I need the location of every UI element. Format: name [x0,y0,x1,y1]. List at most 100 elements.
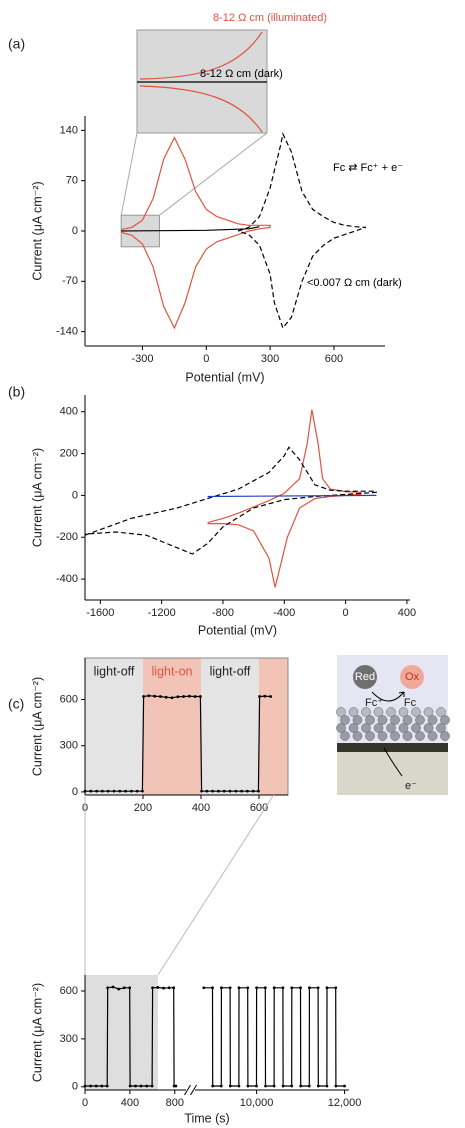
y-tick-label: 0 [72,1081,78,1093]
y-tick-label: 300 [60,740,78,752]
y-tick-label: -200 [56,531,78,543]
data-line [238,132,367,330]
data-point [142,695,145,698]
x-tick-label: -800 [212,607,234,619]
y-tick-label: -400 [56,573,78,585]
data-point [334,986,338,990]
data-point [111,985,115,989]
annotation: Fc ⇄ Fc⁺ + e⁻ [333,162,403,174]
molecule [373,723,384,733]
data-point [83,1084,87,1088]
data-point [164,695,168,699]
x-tick-label: -400 [273,607,295,619]
data-point [255,1084,258,1088]
data-point [150,1084,154,1088]
data-point [100,1084,104,1088]
monolayer [336,707,450,741]
y-tick-label: -140 [56,326,78,338]
data-point [174,1084,178,1088]
data-point [246,789,249,793]
data-point [308,986,311,990]
molecule [427,715,438,725]
data-point [217,789,220,793]
x-axis-label: Potential (mV) [198,623,277,637]
molecule [361,707,371,717]
data-point [255,986,258,990]
data-point [106,789,110,793]
molecule [377,731,388,741]
data-point [246,986,250,990]
x-tick-label: -1600 [86,607,114,619]
x-tick-label: -300 [131,353,153,365]
data-point [257,789,260,793]
data-point [281,986,285,990]
x-tick-label: 300 [261,353,279,365]
y-tick-label: 0 [72,786,78,798]
y-axis-label: Current (μA cm⁻²) [30,448,44,547]
region [85,658,143,795]
data-point [105,1084,109,1088]
data-line [207,494,377,498]
panel-label: (c) [8,696,24,712]
molecule [386,707,396,717]
zoom-connector [157,794,274,976]
schematic: Red Ox Fc⁺ Fc e⁻ [336,655,450,795]
x-tick-label: 0 [82,1097,88,1109]
data-point [240,789,244,793]
y-tick-label: -70 [62,275,78,287]
x-tick-label: 0 [343,607,349,619]
molecule [336,707,346,717]
molecule [440,715,450,725]
data-point [263,694,267,698]
data-point [290,1084,294,1088]
reactant-label: Red [355,671,375,683]
data-point [220,986,223,990]
data-point [246,1084,250,1088]
data-point [139,1084,143,1088]
zoom-inset [136,29,268,134]
region-label: light-off [210,664,251,678]
data-point [334,1084,338,1088]
data-point [258,695,261,698]
molecule [423,707,434,717]
data-point [94,1084,98,1088]
molecule [402,731,413,741]
y-tick-label: 0 [72,225,78,237]
data-point [188,694,191,698]
x-axis-label: Potential (mV) [185,370,264,384]
data-point [343,1084,346,1088]
zoom-connector [120,132,138,216]
data-point [162,986,165,990]
electrode [337,743,448,752]
data-point [202,986,206,990]
data-point [156,986,160,989]
region [143,658,201,795]
data-point [122,986,126,990]
data-point [281,1084,285,1088]
data-point [135,789,139,793]
data-point [128,986,132,990]
data-point [117,987,121,991]
fc-label: Fc [404,697,417,709]
molecule [348,723,359,733]
region [259,658,288,795]
molecule [427,731,438,741]
data-point [264,1084,267,1088]
inset-red-curve [139,85,263,133]
region-label: light-on [152,664,193,678]
molecule [390,731,400,741]
redox-arrow [371,691,405,702]
data-point [205,789,209,793]
data-point [176,695,180,699]
axis-break [184,1084,191,1096]
annotation: 8-12 Ω cm (illuminated) [213,12,327,24]
data-point [151,986,154,990]
x-tick-label: 400 [398,607,416,619]
data-point [222,789,226,793]
shade [85,975,158,1090]
data-point [159,695,162,698]
y-tick-label: 400 [60,406,78,418]
data-point [251,789,255,793]
data-point [219,1084,223,1088]
x-tick-label: 800 [166,1097,184,1109]
